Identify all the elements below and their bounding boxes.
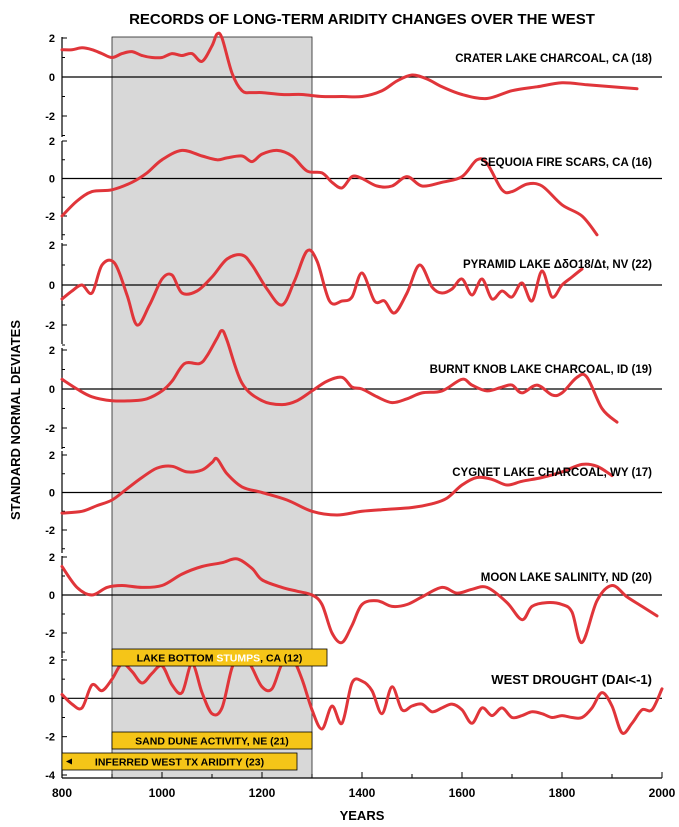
y-tick-label: 0 bbox=[49, 384, 55, 396]
y-tick-label: 0 bbox=[49, 280, 55, 292]
series-label: BURNT KNOB LAKE CHARCOAL, ID (19) bbox=[430, 364, 653, 376]
y-tick-label: -2 bbox=[45, 628, 55, 640]
y-tick-label: -2 bbox=[45, 525, 55, 537]
period-bar-1: LAKE BOTTOM STUMPS, CA (12) bbox=[111, 648, 328, 667]
period-bar-3: INFERRED WEST TX ARIDITY (23) bbox=[61, 752, 298, 771]
y-tick-label: 0 bbox=[49, 693, 55, 705]
y-tick-label: 2 bbox=[49, 33, 55, 45]
series-label: WEST DROUGHT (DAI<-1) bbox=[491, 672, 652, 687]
x-tick-label: 1600 bbox=[449, 786, 476, 800]
y-tick-label: -4 bbox=[45, 770, 56, 782]
series-label: CRATER LAKE CHARCOAL, CA (18) bbox=[455, 53, 652, 65]
y-tick-label: -2 bbox=[45, 320, 55, 332]
y-tick-label: 2 bbox=[49, 345, 55, 357]
period-bar-rect bbox=[111, 731, 313, 750]
y-tick-label: 0 bbox=[49, 488, 55, 500]
period-bar-rect bbox=[61, 752, 298, 771]
series-label: SEQUOIA FIRE SCARS, CA (16) bbox=[480, 157, 652, 169]
panel-1: 2 0 -2 CRATER LAKE CHARCOAL, CA (18) bbox=[45, 31, 662, 137]
series-label: PYRAMID LAKE ΔδO18/Δt, NV (22) bbox=[463, 259, 652, 271]
x-tick-label: 2000 bbox=[649, 786, 676, 800]
y-tick-label: 2 bbox=[49, 136, 55, 148]
series-line-2 bbox=[60, 148, 599, 237]
y-axis-label: STANDARD NORMAL DEVIATES bbox=[8, 320, 23, 520]
panel-4: 2 0 -2 BURNT KNOB LAKE CHARCOAL, ID (19) bbox=[45, 329, 662, 449]
series-line-4 bbox=[60, 329, 619, 424]
x-tick-label: 1400 bbox=[349, 786, 376, 800]
y-tick-label: 0 bbox=[49, 590, 55, 602]
panel-2: 2 0 -2 SEQUOIA FIRE SCARS, CA (16) bbox=[45, 136, 662, 240]
x-tick-label: 1000 bbox=[149, 786, 176, 800]
period-bar-rect bbox=[111, 648, 328, 667]
y-tick-label: 2 bbox=[49, 240, 55, 252]
series-label: CYGNET LAKE CHARCOAL, WY (17) bbox=[452, 467, 652, 479]
y-tick-label: 2 bbox=[49, 655, 55, 667]
series-line-6 bbox=[60, 557, 659, 645]
y-tick-label: 0 bbox=[49, 174, 55, 186]
x-tick-label: 1200 bbox=[249, 786, 276, 800]
period-bar-label: LAKE BOTTOM STUMPS, CA (12) bbox=[137, 653, 303, 665]
period-bar-label: SAND DUNE ACTIVITY, NE (21) bbox=[135, 736, 289, 748]
period-bar-label: INFERRED WEST TX ARIDITY (23) bbox=[95, 757, 264, 769]
panel-3: 2 0 -2 PYRAMID LAKE ΔδO18/Δt, NV (22) bbox=[45, 240, 662, 346]
panel-5: 2 0 -2 CYGNET LAKE CHARCOAL, WY (17) bbox=[45, 450, 662, 553]
y-tick-label: -2 bbox=[45, 211, 55, 223]
x-tick-label: 1800 bbox=[549, 786, 576, 800]
y-tick-label: 2 bbox=[49, 552, 55, 564]
series-line-5 bbox=[60, 456, 614, 517]
left-arrow-icon bbox=[66, 758, 72, 765]
y-tick-label: 0 bbox=[49, 72, 55, 84]
panel-6: 2 0 -2 MOON LAKE SALINITY, ND (20) bbox=[45, 552, 662, 658]
series-line-1 bbox=[60, 31, 639, 101]
y-tick-label: -2 bbox=[45, 423, 55, 435]
series-line-3 bbox=[60, 248, 584, 327]
x-axis-label: YEARS bbox=[340, 808, 385, 823]
chart-title: RECORDS OF LONG-TERM ARIDITY CHANGES OVE… bbox=[129, 11, 595, 28]
y-tick-label: 2 bbox=[49, 450, 55, 462]
plot-area: 2 0 -2 CRATER LAKE CHARCOAL, CA (18) 2 0 -2 SEQ… bbox=[45, 31, 676, 800]
x-tick-label: 800 bbox=[52, 786, 72, 800]
series-label: MOON LAKE SALINITY, ND (20) bbox=[481, 572, 652, 584]
y-tick-label: -2 bbox=[45, 732, 55, 744]
period-bar-2: SAND DUNE ACTIVITY, NE (21) bbox=[111, 731, 313, 750]
y-tick-label: -2 bbox=[45, 111, 55, 123]
